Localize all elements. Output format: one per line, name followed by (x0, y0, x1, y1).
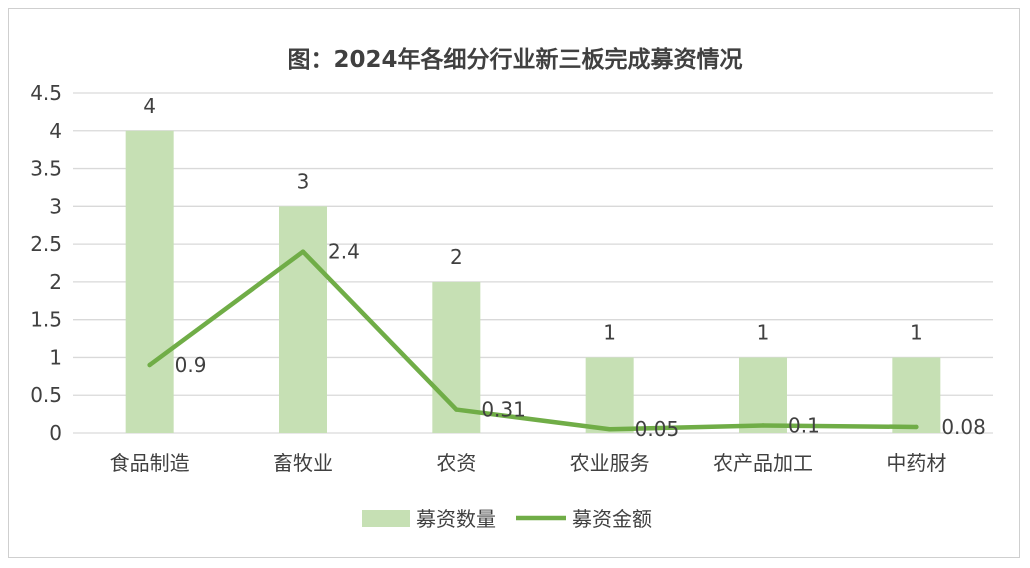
line-value-label: 0.31 (481, 398, 526, 422)
line-series-amount (147, 249, 919, 432)
y-tick-label: 4.5 (30, 81, 62, 105)
x-tick-label: 食品制造 (110, 451, 190, 475)
chart-title: 图：2024年各细分行业新三板完成募资情况 (287, 47, 743, 73)
x-tick-label: 中药材 (886, 451, 946, 475)
y-tick-label: 3 (49, 194, 62, 218)
y-tick-label: 2 (49, 270, 62, 294)
line-value-label: 0.9 (175, 353, 207, 377)
y-tick-label: 1.5 (30, 308, 62, 332)
line-value-label: 2.4 (328, 240, 360, 264)
y-tick-label: 4 (49, 119, 62, 143)
line-point (914, 424, 919, 430)
line-value-label: 0.05 (635, 417, 680, 441)
bar (739, 357, 787, 433)
x-tick-label: 农业服务 (570, 451, 650, 475)
bar-value-label: 2 (450, 245, 463, 269)
legend-line-label: 募资金额 (572, 507, 652, 531)
bar-value-label: 4 (143, 94, 156, 118)
y-tick-label: 2.5 (30, 232, 62, 256)
y-tick-label: 0 (49, 421, 62, 445)
line-point (760, 423, 766, 428)
y-tick-label: 0.5 (30, 383, 62, 407)
bar (125, 130, 174, 433)
bar-value-label: 3 (297, 169, 310, 193)
x-tick-label: 农产品加工 (713, 451, 813, 475)
line-point (454, 407, 459, 412)
bar (279, 206, 327, 433)
x-tick-label: 农资 (436, 451, 476, 475)
bar (892, 357, 941, 433)
bar (585, 357, 634, 433)
bar-value-label: 1 (757, 320, 770, 344)
bar-value-label: 1 (603, 320, 616, 344)
y-tick-label: 1 (49, 345, 62, 369)
line-point (147, 362, 152, 368)
legend-bar-label: 募资数量 (416, 507, 496, 531)
line-value-label: 0.1 (788, 413, 820, 437)
x-tick-label: 畜牧业 (273, 451, 333, 475)
line-point (300, 249, 306, 254)
bar-value-label: 1 (910, 320, 923, 344)
line-point (607, 427, 612, 432)
chart-frame (8, 8, 1020, 558)
line-value-label: 0.08 (941, 415, 986, 439)
legend-bar-swatch (362, 510, 410, 527)
y-tick-label: 3.5 (30, 157, 62, 181)
